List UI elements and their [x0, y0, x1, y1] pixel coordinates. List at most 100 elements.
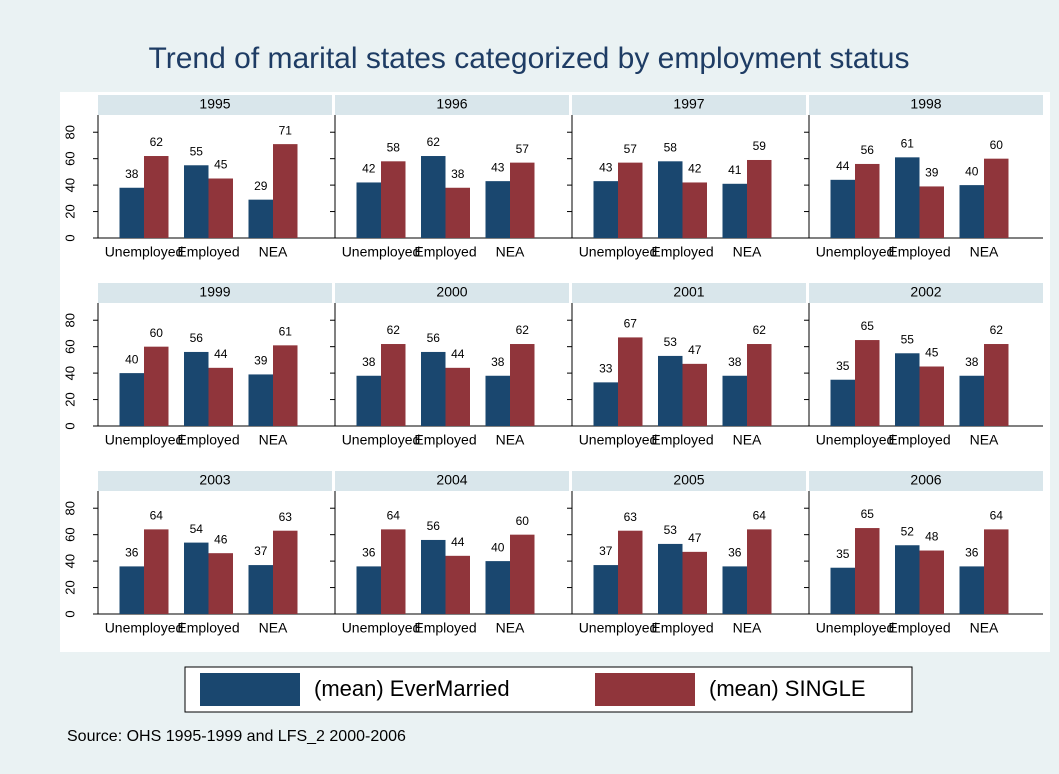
- x-tick-label: Employed: [651, 620, 713, 636]
- value-label: 62: [150, 135, 164, 149]
- y-tick-label: 0: [62, 422, 77, 429]
- value-label: 37: [254, 544, 268, 558]
- x-tick-label: NEA: [259, 620, 288, 636]
- value-label: 36: [965, 546, 979, 560]
- bar: [184, 542, 209, 614]
- bar: [273, 345, 298, 426]
- y-tick-label: 80: [62, 313, 77, 327]
- bar: [510, 344, 535, 426]
- bar: [248, 199, 273, 238]
- panel-title: 2003: [199, 472, 230, 488]
- x-tick-label: Unemployed: [105, 244, 184, 260]
- y-tick-label: 40: [62, 554, 77, 568]
- bar: [208, 178, 233, 238]
- value-label: 47: [688, 531, 702, 545]
- bar: [119, 187, 144, 238]
- panel-title: 1998: [910, 96, 941, 112]
- panel-title: 2006: [910, 472, 941, 488]
- bar: [119, 373, 144, 426]
- x-tick-label: Unemployed: [105, 620, 184, 636]
- x-tick-label: Unemployed: [579, 620, 658, 636]
- value-label: 62: [387, 323, 401, 337]
- bar: [919, 550, 944, 614]
- value-label: 39: [254, 354, 268, 368]
- bar: [593, 565, 618, 614]
- bar: [510, 534, 535, 614]
- value-label: 58: [387, 140, 401, 154]
- bar: [381, 529, 406, 614]
- x-tick-label: Employed: [651, 432, 713, 448]
- bar: [855, 528, 880, 614]
- panel-title: 1997: [673, 96, 704, 112]
- bar: [421, 156, 446, 238]
- bar: [144, 529, 169, 614]
- bar: [119, 566, 144, 614]
- bar: [356, 182, 381, 238]
- value-label: 38: [125, 167, 139, 181]
- panel-title: 2001: [673, 284, 704, 300]
- x-tick-label: Employed: [651, 244, 713, 260]
- x-tick-label: Employed: [414, 244, 476, 260]
- x-tick-label: NEA: [733, 620, 762, 636]
- value-label: 43: [491, 160, 505, 174]
- bar: [510, 162, 535, 238]
- bar: [658, 543, 683, 614]
- x-tick-label: Employed: [888, 432, 950, 448]
- value-label: 47: [688, 343, 702, 357]
- value-label: 56: [427, 519, 441, 533]
- bar: [658, 355, 683, 426]
- panel-header: [335, 95, 569, 115]
- chart-title: Trend of marital states categorized by e…: [149, 42, 910, 75]
- value-label: 64: [150, 509, 164, 523]
- y-tick-label: 80: [62, 501, 77, 515]
- panel-header: [572, 283, 806, 303]
- legend-label: (mean) SINGLE: [709, 676, 866, 701]
- value-label: 67: [624, 317, 638, 331]
- x-tick-label: Employed: [414, 432, 476, 448]
- value-label: 38: [728, 355, 742, 369]
- bar: [959, 375, 984, 426]
- value-label: 40: [965, 164, 979, 178]
- bar: [895, 157, 920, 238]
- x-tick-label: Employed: [888, 620, 950, 636]
- bar: [445, 367, 470, 426]
- value-label: 59: [753, 139, 767, 153]
- bar: [855, 340, 880, 426]
- y-tick-label: 20: [62, 204, 77, 218]
- panel-header: [335, 283, 569, 303]
- x-tick-label: NEA: [496, 244, 525, 260]
- bar: [895, 545, 920, 614]
- bar: [747, 344, 772, 426]
- legend-swatch: [200, 673, 300, 706]
- bar: [855, 163, 880, 238]
- legend: [184, 666, 913, 713]
- legend-label: (mean) EverMarried: [314, 676, 510, 701]
- bar: [618, 162, 643, 238]
- value-label: 40: [491, 540, 505, 554]
- value-label: 63: [624, 510, 638, 524]
- panel-header: [809, 471, 1043, 491]
- value-label: 36: [125, 546, 139, 560]
- value-label: 45: [214, 158, 228, 172]
- x-tick-label: Employed: [177, 432, 239, 448]
- value-label: 45: [925, 346, 939, 360]
- value-label: 38: [491, 355, 505, 369]
- y-tick-label: 0: [62, 610, 77, 617]
- bar: [682, 551, 707, 614]
- value-label: 36: [728, 546, 742, 560]
- value-label: 65: [861, 319, 875, 333]
- x-tick-label: Unemployed: [816, 244, 895, 260]
- value-label: 53: [664, 335, 678, 349]
- bar: [273, 144, 298, 238]
- x-tick-label: NEA: [259, 244, 288, 260]
- bar: [273, 530, 298, 614]
- panel-title: 2005: [673, 472, 704, 488]
- value-label: 62: [427, 135, 441, 149]
- value-label: 71: [279, 123, 293, 137]
- bar: [445, 555, 470, 614]
- value-label: 42: [688, 162, 702, 176]
- bar: [747, 529, 772, 614]
- x-tick-label: NEA: [259, 432, 288, 448]
- value-label: 58: [664, 140, 678, 154]
